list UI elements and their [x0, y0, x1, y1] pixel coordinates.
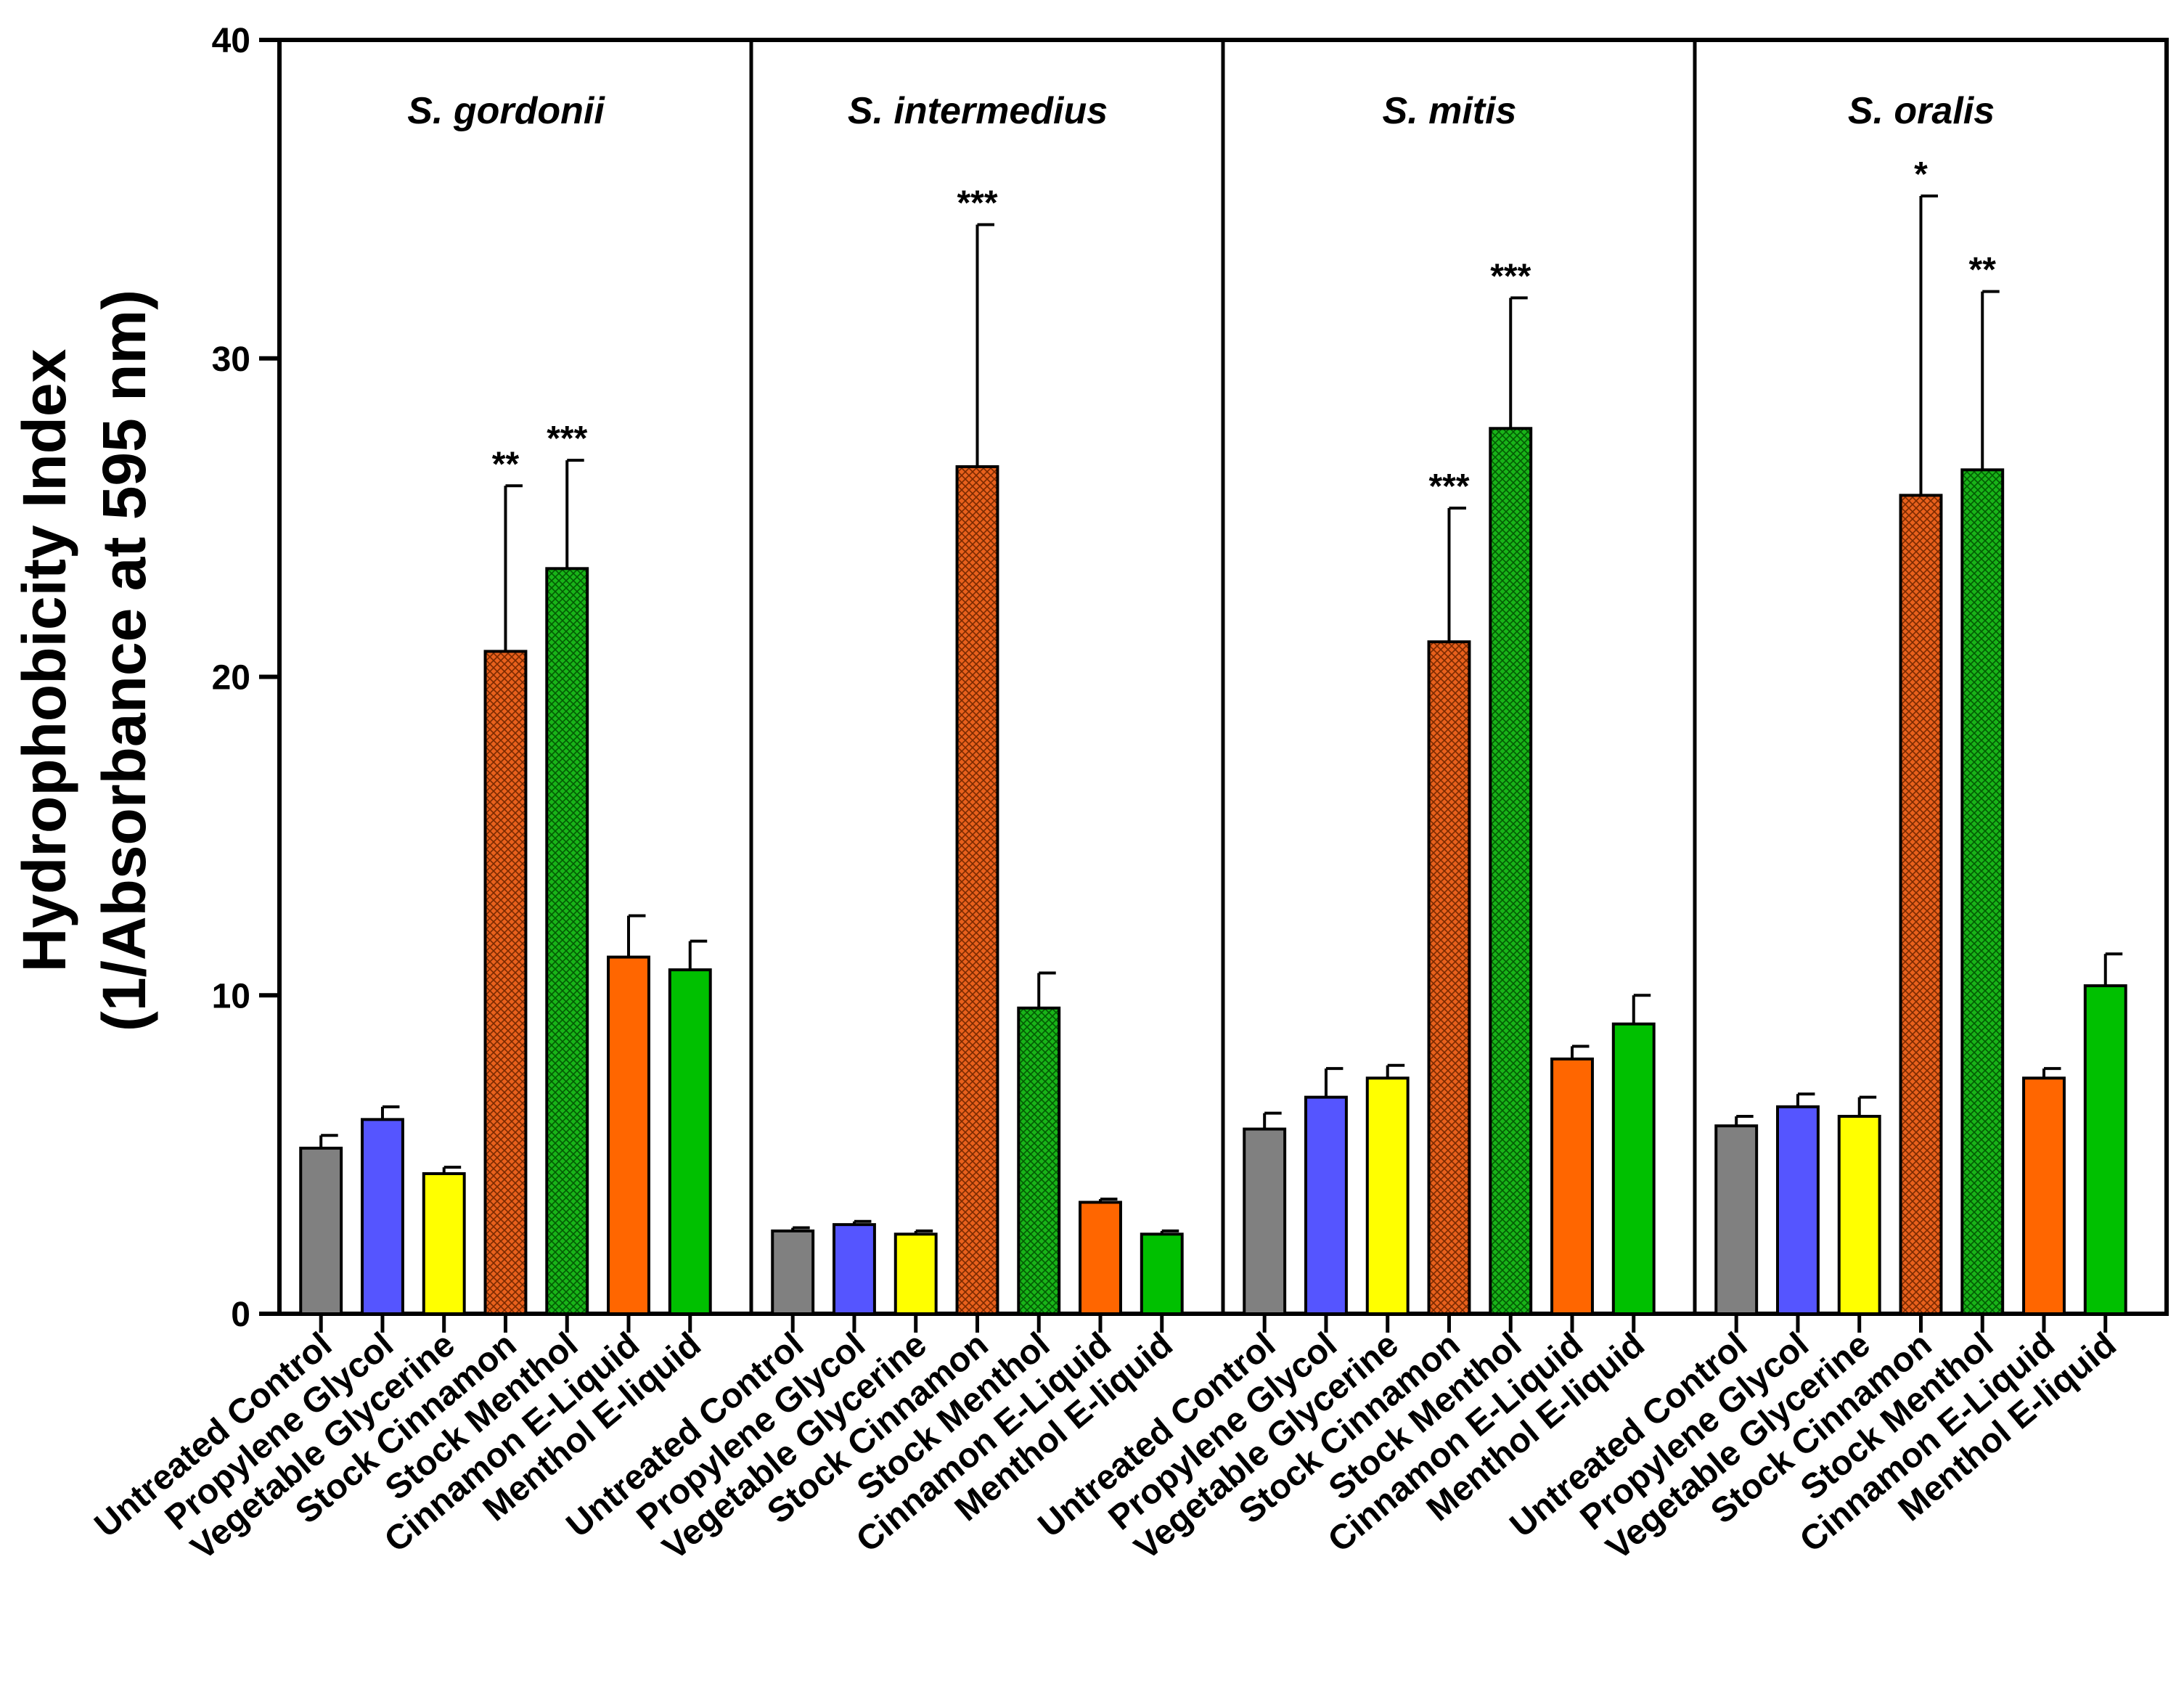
bar [1489, 427, 1533, 1315]
bar-group [1017, 971, 1061, 1333]
significance-label: *** [957, 184, 997, 222]
bar-group [1550, 1044, 1594, 1333]
bar [607, 955, 650, 1315]
y-tick-label: 20 [212, 659, 250, 698]
bar [1550, 1058, 1594, 1315]
bar [1243, 1127, 1287, 1316]
bar-group: * [1899, 155, 1943, 1333]
bar [1960, 468, 2005, 1315]
bar-group [668, 939, 712, 1333]
significance-label: ** [1969, 251, 1997, 290]
panel-title: S. oralis [1848, 90, 1995, 132]
significance-label: *** [1490, 257, 1531, 295]
bar [483, 650, 528, 1315]
bar-group [833, 1219, 876, 1333]
bar-group [1365, 1063, 1410, 1333]
panel-title: S. mitis [1383, 90, 1517, 132]
bar [1714, 1124, 1759, 1315]
panel-title: S. intermedius [848, 90, 1108, 132]
bar [545, 567, 589, 1316]
chart-bars: ***************** [299, 155, 2127, 1333]
significance-label: *** [1428, 467, 1469, 506]
bar-group: ** [1960, 251, 2005, 1333]
y-axis-title: Hydrophobicity Index (1/Absorbance at 59… [10, 290, 158, 1031]
bar [2022, 1076, 2066, 1315]
bar-group [422, 1166, 466, 1333]
bar [1365, 1076, 1410, 1315]
bar [668, 968, 712, 1316]
y-tick-label: 10 [212, 977, 250, 1015]
bar-group [361, 1105, 404, 1333]
bar-group [771, 1226, 815, 1333]
y-axis: 0 10 20 30 40 [212, 22, 279, 1334]
y-axis-title-line2: (1/Absorbance at 595 nm) [90, 290, 158, 1031]
bar [1611, 1022, 1656, 1316]
bar [771, 1229, 815, 1316]
bar [299, 1146, 343, 1315]
bar-group [893, 1229, 938, 1333]
significance-label: ** [492, 445, 520, 483]
bar [1140, 1232, 1184, 1315]
bar-group [1243, 1111, 1287, 1333]
significance-label: * [1914, 155, 1928, 194]
significance-label: *** [547, 420, 587, 458]
y-tick-label: 40 [212, 22, 250, 60]
chart-panels: S. gordonii S. intermedius S. mitis S. oral… [277, 38, 2169, 1316]
bar-group: *** [1427, 467, 1471, 1333]
y-tick-label: 30 [212, 340, 250, 379]
bar-group: *** [545, 420, 589, 1333]
bar-group [1837, 1095, 1881, 1333]
bar [361, 1118, 404, 1316]
panel-title: S. gordonii [407, 90, 605, 132]
bar [893, 1232, 938, 1315]
bar-group [1079, 1198, 1122, 1333]
bar-group [1714, 1114, 1759, 1333]
bar-group [607, 914, 650, 1333]
bar-group [1776, 1092, 1820, 1333]
bar [1776, 1105, 1820, 1315]
y-axis-title-line1: Hydrophobicity Index [10, 348, 78, 972]
bar [1079, 1201, 1122, 1315]
bar [1017, 1006, 1061, 1316]
bar-group [299, 1134, 343, 1333]
bar-group: *** [955, 184, 999, 1333]
bar-group [1304, 1067, 1348, 1333]
bar-group [1140, 1229, 1184, 1333]
bar [1304, 1095, 1348, 1316]
y-tick-label: 0 [231, 1296, 250, 1334]
bar [2083, 984, 2127, 1316]
bar [955, 465, 999, 1315]
bar-group [2022, 1067, 2066, 1333]
bar-group: ** [483, 445, 528, 1333]
bar [1837, 1114, 1881, 1315]
bar [1427, 640, 1471, 1315]
bar-group: *** [1489, 257, 1533, 1333]
bar [1899, 494, 1943, 1315]
bar-group [2083, 952, 2127, 1333]
bar-group [1611, 994, 1656, 1333]
bar [833, 1223, 876, 1316]
bar [422, 1171, 466, 1315]
